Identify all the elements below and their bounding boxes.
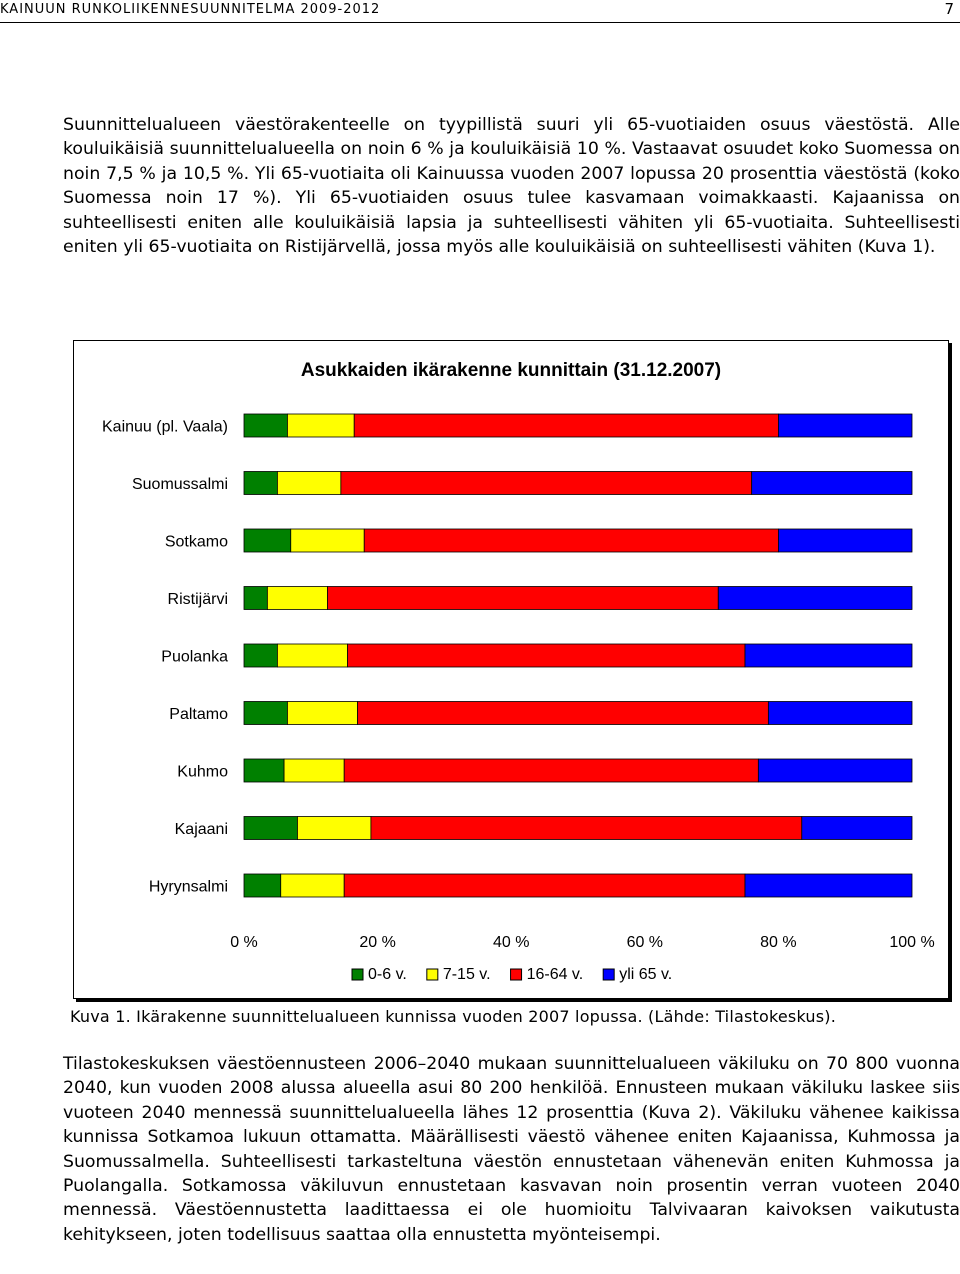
bar-segment	[717, 586, 913, 610]
bar-segment	[243, 586, 268, 610]
bar-segment	[243, 816, 298, 840]
bar-segment	[757, 758, 913, 783]
document-title: KAINUUN RUNKOLIIKENNESUUNNITELMA 2009-20…	[0, 2, 381, 17]
bar-segment	[744, 873, 913, 898]
bar-segment	[744, 643, 913, 668]
bar-segment	[283, 758, 345, 783]
bar-segment	[276, 643, 348, 668]
category-label: Sotkamo	[165, 534, 228, 551]
category-label: Kainuu (pl. Vaala)	[102, 419, 228, 436]
bar-segment	[801, 816, 913, 840]
bar-segment	[327, 586, 719, 610]
bar-segment	[243, 471, 278, 495]
legend-label: 16-64 v.	[527, 966, 584, 983]
bar-segment	[243, 873, 282, 898]
x-tick-label: 100 %	[889, 934, 934, 951]
category-label: Suomussalmi	[132, 476, 228, 493]
bar-segment	[347, 643, 746, 668]
legend-label: yli 65 v.	[619, 966, 672, 983]
bar-segment	[287, 413, 355, 438]
chart-title: Asukkaiden ikärakenne kunnittain (31.12.…	[301, 360, 721, 381]
category-label: Kuhmo	[177, 764, 228, 781]
category-label: Hyrynsalmi	[149, 879, 228, 896]
bar-segment	[243, 701, 288, 725]
category-label: Puolanka	[161, 649, 228, 666]
age-structure-chart: Asukkaiden ikärakenne kunnittain (31.12.…	[73, 340, 949, 999]
category-label: Paltamo	[169, 706, 228, 723]
legend-swatch	[510, 968, 523, 981]
bar-segment	[243, 643, 278, 668]
bar-segment	[778, 413, 913, 438]
bar-segment	[297, 816, 372, 840]
bar-segment	[280, 873, 345, 898]
page-number: 7	[944, 0, 954, 18]
bar-segment	[751, 471, 913, 495]
x-tick-label: 80 %	[760, 934, 796, 951]
bar-segment	[266, 586, 328, 610]
x-tick-label: 60 %	[627, 934, 663, 951]
bar-segment	[353, 413, 779, 438]
bar-segment	[343, 758, 759, 783]
legend-label: 7-15 v.	[443, 966, 491, 983]
bar-segment	[767, 701, 913, 725]
forecast-paragraph: Tilastokeskuksen väestöennusteen 2006–20…	[63, 1054, 960, 1245]
x-tick-label: 20 %	[359, 934, 395, 951]
bar-segment	[243, 528, 292, 553]
x-tick-label: 0 %	[230, 934, 258, 951]
legend-label: 0-6 v.	[368, 966, 407, 983]
bar-segment	[357, 701, 769, 725]
chart-svg: Asukkaiden ikärakenne kunnittain (31.12.…	[102, 360, 935, 983]
bar-segment	[340, 471, 753, 495]
bar-segment	[243, 758, 285, 783]
legend-swatch	[351, 968, 364, 981]
bar-segment	[778, 528, 913, 553]
page-header: KAINUUN RUNKOLIIKENNESUUNNITELMA 2009-20…	[0, 0, 960, 23]
legend-swatch	[602, 968, 615, 981]
bar-segment	[363, 528, 779, 553]
bar-segment	[290, 528, 365, 553]
bar-segment	[243, 413, 288, 438]
bar-segment	[343, 873, 746, 898]
bar-segment	[276, 471, 342, 495]
x-tick-label: 40 %	[493, 934, 529, 951]
bar-segment	[370, 816, 803, 840]
category-label: Kajaani	[175, 821, 228, 838]
category-label: Ristijärvi	[168, 591, 228, 608]
intro-paragraph: Suunnittelualueen väestörakenteelle on t…	[63, 115, 960, 258]
figure-caption: Kuva 1. Ikärakenne suunnittelualueen kun…	[70, 1007, 837, 1026]
legend-swatch	[426, 968, 439, 981]
bar-segment	[287, 701, 358, 725]
